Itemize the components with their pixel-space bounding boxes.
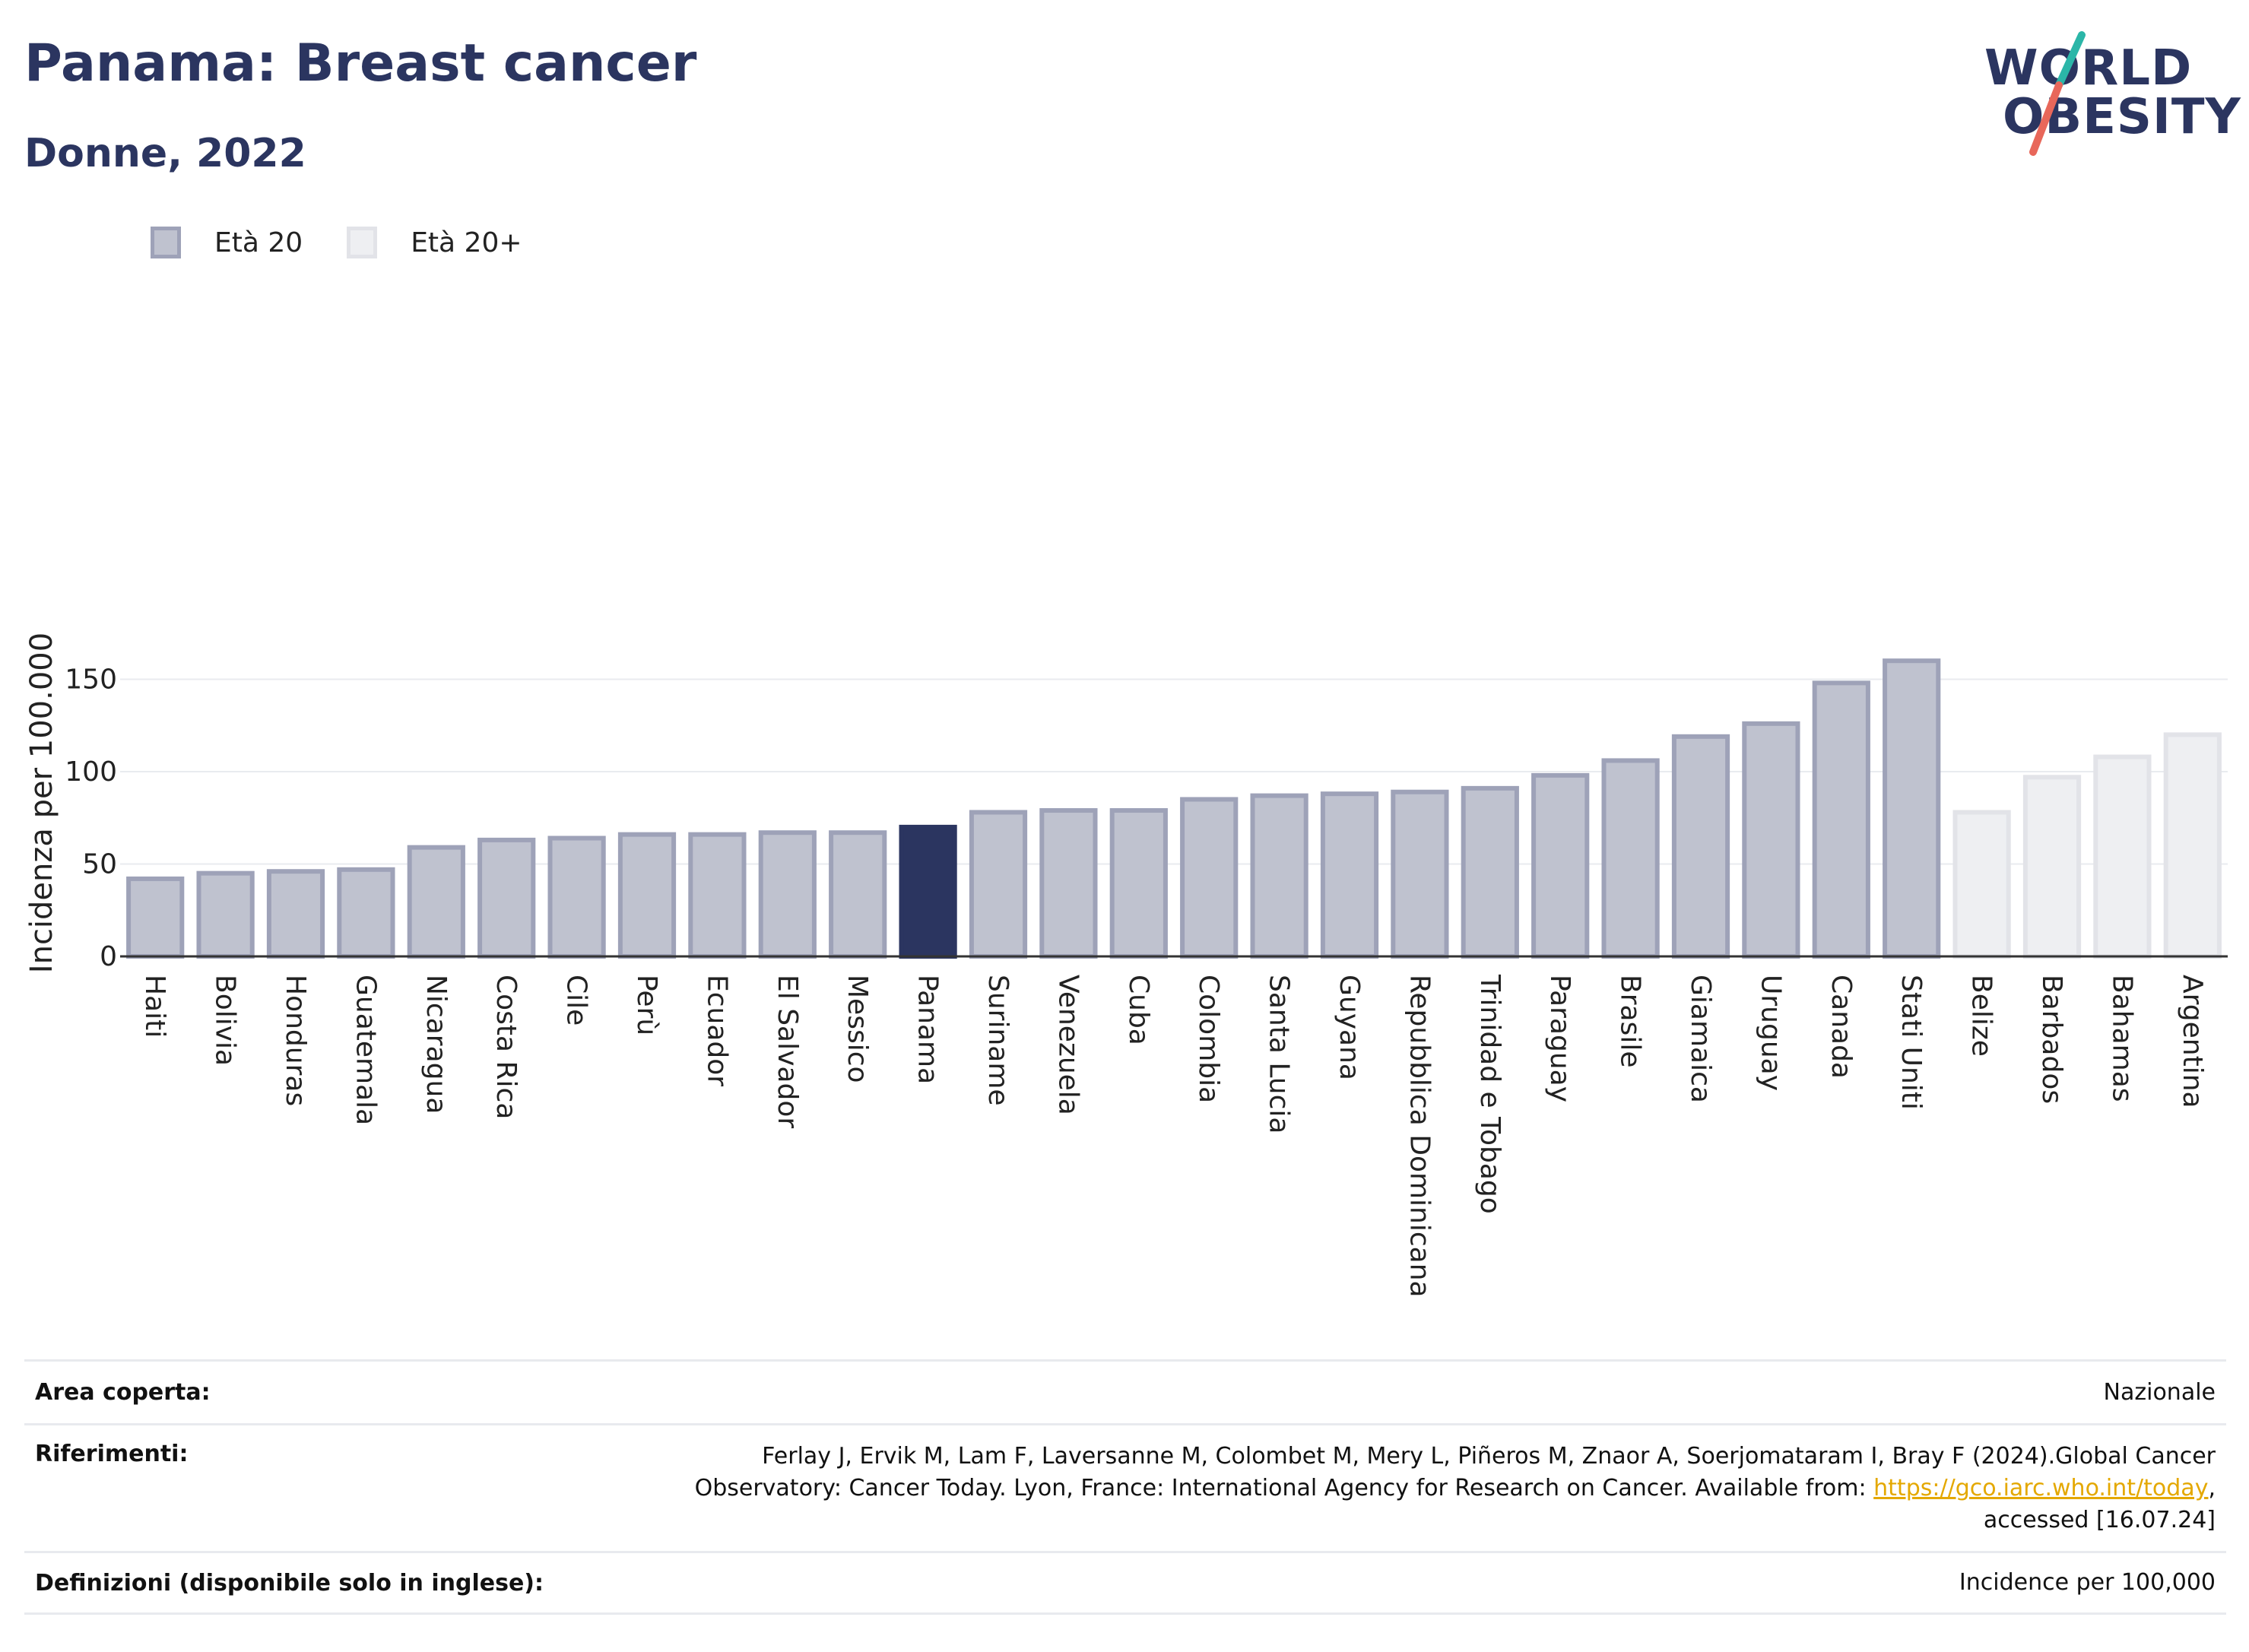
bar-cuba <box>1109 808 1168 959</box>
definitions-label: Definizioni (disponibile solo in inglese… <box>35 1569 544 1597</box>
bar-guyana <box>1320 791 1379 959</box>
bar-cile <box>547 836 606 959</box>
bar-trinidad-e-tobago <box>1461 785 1519 959</box>
bar-haiti <box>126 876 185 959</box>
bar-venezuela <box>1039 808 1098 959</box>
legend-label-eta20: Età 20 <box>214 227 303 258</box>
bar-bolivia <box>196 870 255 959</box>
x-tick-label: Costa Rica <box>490 975 522 1119</box>
bar-costa-rica <box>477 837 536 959</box>
bar-suriname <box>969 810 1028 959</box>
bar-repubblica-dominicana <box>1391 789 1449 959</box>
footer-row-area: Area coperta: Nazionale <box>24 1359 2226 1423</box>
x-tick-label: Ecuador <box>701 975 732 1086</box>
references-value: Ferlay J, Ervik M, Lam F, Laversanne M, … <box>695 1441 2226 1551</box>
legend-item-eta20plus: Età 20+ <box>347 227 522 258</box>
bar-uruguay <box>1742 721 1800 959</box>
x-tick-label: Canada <box>1826 975 1857 1079</box>
x-tick-label: Venezuela <box>1052 975 1083 1115</box>
bar-ecuador <box>688 832 747 959</box>
page-title: Panama: Breast cancer <box>24 33 697 94</box>
x-tick-label: Argentina <box>2177 975 2208 1108</box>
y-tick-label: 0 <box>100 941 117 972</box>
x-tick-label: Stati Uniti <box>1895 975 1927 1110</box>
x-tick-label: El Salvador <box>772 975 803 1128</box>
bar-giamaica <box>1671 734 1730 959</box>
x-tick-label: Brasile <box>1615 975 1646 1067</box>
x-tick-label: Guyana <box>1334 975 1365 1080</box>
bar-guatemala <box>337 867 395 959</box>
logo-line1: WORLD <box>1984 40 2193 97</box>
x-tick-label: Barbados <box>2036 975 2067 1104</box>
bar-argentina <box>2163 732 2222 959</box>
x-tick-label: Belize <box>1966 975 1997 1057</box>
bar-paraguay <box>1531 772 1590 959</box>
reference-line2-text: Observatory: Cancer Today. Lyon, France:… <box>694 1475 1874 1501</box>
bar-messico <box>829 830 887 959</box>
x-tick-label: Santa Lucia <box>1264 975 1295 1134</box>
footer-row-definitions: Definizioni (disponibile solo in inglese… <box>24 1551 2226 1615</box>
x-tick-label: Haiti <box>139 975 170 1038</box>
x-tick-label: Uruguay <box>1755 975 1786 1091</box>
legend-item-eta20: Età 20 <box>151 227 303 258</box>
legend-swatch-eta20plus <box>347 227 378 258</box>
chart-legend: Età 20 Età 20+ <box>151 227 566 258</box>
reference-line2-tail: , <box>2208 1475 2216 1501</box>
x-tick-label: Bahamas <box>2106 975 2137 1102</box>
y-tick-label: 150 <box>65 664 117 696</box>
x-tick-label: Bolivia <box>210 975 241 1066</box>
reference-line2: Observatory: Cancer Today. Lyon, France:… <box>695 1473 2216 1505</box>
bar-honduras <box>266 869 325 959</box>
x-tick-label: Guatemala <box>350 975 381 1125</box>
x-tick-label: Suriname <box>982 975 1013 1106</box>
y-tick-label: 100 <box>65 756 117 788</box>
x-tick-label: Repubblica Dominicana <box>1404 975 1435 1298</box>
bar-bahamas <box>2093 754 2152 959</box>
x-tick-label: Panama <box>912 975 944 1084</box>
y-axis-label: Incidenza per 100.000 <box>24 633 59 973</box>
x-tick-label: Paraguay <box>1544 975 1575 1102</box>
world-obesity-logo: WORLD OBESITY <box>1984 30 2241 160</box>
logo-slash-icon <box>2029 31 2086 156</box>
x-tick-label: Cuba <box>1123 975 1154 1045</box>
bar-santa-lucia <box>1250 793 1308 959</box>
bar-nicaragua <box>407 845 465 959</box>
y-tick-label: 50 <box>82 849 117 880</box>
bar-canada <box>1812 680 1870 959</box>
references-label: Riferimenti: <box>35 1441 189 1467</box>
legend-swatch-eta20 <box>151 227 181 258</box>
x-tick-label: Cile <box>561 975 592 1026</box>
reference-link[interactable]: https://gco.iarc.who.int/today <box>1873 1475 2209 1501</box>
legend-label-eta20plus: Età 20+ <box>411 227 522 258</box>
bar-el-salvador <box>758 830 817 959</box>
area-value: Nazionale <box>2103 1378 2216 1406</box>
page-subtitle: Donne, 2022 <box>24 131 306 176</box>
bar-brasile <box>1601 758 1660 959</box>
x-tick-label: Nicaragua <box>420 975 452 1114</box>
x-tick-label: Honduras <box>280 975 311 1106</box>
x-tick-label: Giamaica <box>1685 975 1716 1103</box>
footer-table: Area coperta: Nazionale Riferimenti: Fer… <box>24 1359 2226 1615</box>
x-tick-label: Trinidad e Tobago <box>1474 974 1505 1214</box>
definitions-value: Incidence per 100,000 <box>1959 1569 2216 1596</box>
x-tick-label: Perù <box>631 975 662 1035</box>
bar-panama <box>899 824 957 959</box>
bar-belize <box>1952 810 2011 959</box>
reference-line3: accessed [16.07.24] <box>1983 1507 2216 1533</box>
bar-colombia <box>1180 797 1239 959</box>
bar-stati-uniti <box>1883 658 1941 959</box>
x-tick-label: Messico <box>842 975 873 1083</box>
area-label: Area coperta: <box>35 1379 211 1406</box>
x-tick-label: Colombia <box>1193 975 1224 1103</box>
footer-row-references: Riferimenti: Ferlay J, Ervik M, Lam F, L… <box>24 1423 2226 1551</box>
bar-barbados <box>2022 775 2082 959</box>
bar-per- <box>617 832 677 959</box>
reference-line1: Ferlay J, Ervik M, Lam F, Laversanne M, … <box>762 1443 2216 1470</box>
